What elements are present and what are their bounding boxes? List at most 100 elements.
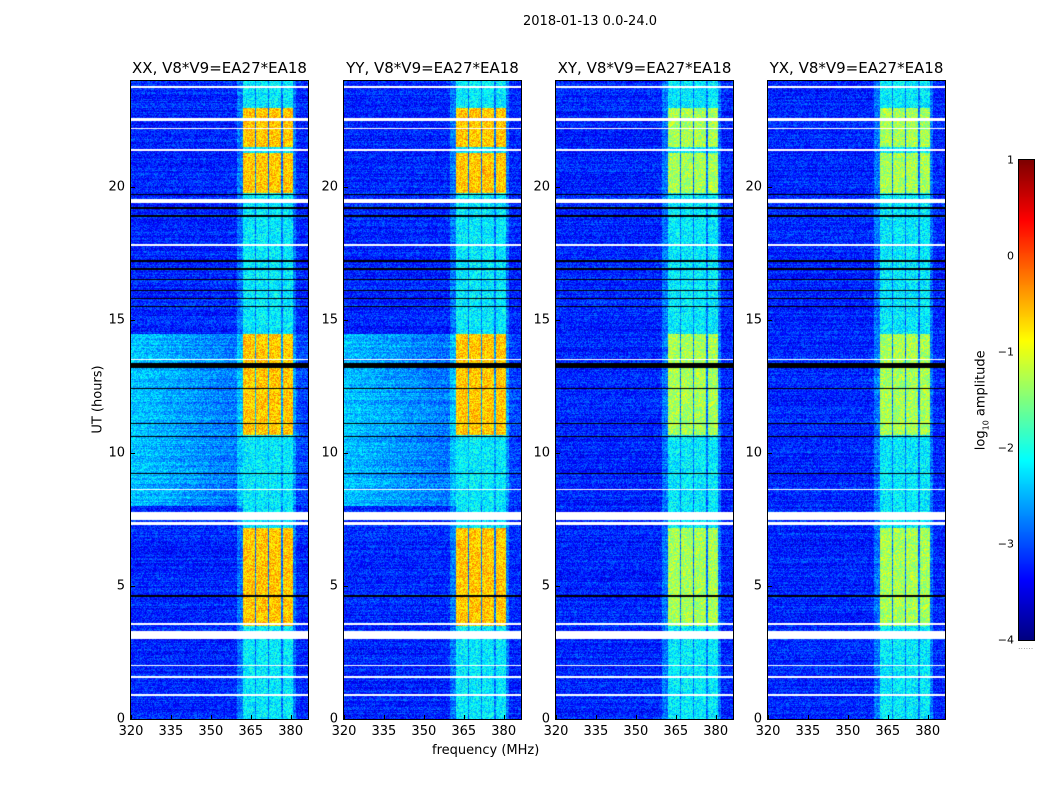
x-tick-label: 365 <box>451 724 477 739</box>
x-tick-label: 320 <box>118 724 144 739</box>
colorbar <box>1018 159 1035 641</box>
y-tick-mark <box>556 453 560 455</box>
y-tick-label: 10 <box>745 445 762 461</box>
spectrogram-panel-yx <box>767 80 946 720</box>
colorbar-tick-label: −3 <box>997 537 1014 551</box>
colorbar-label: log10 amplitude <box>973 350 991 451</box>
y-tick-mark <box>768 719 772 720</box>
y-tick-mark <box>344 187 348 189</box>
y-tick-label: 15 <box>108 312 125 328</box>
y-tick-label: 20 <box>108 179 125 195</box>
x-tick-label: 350 <box>198 724 224 739</box>
x-tick-label: 320 <box>543 724 569 739</box>
y-tick-mark <box>768 586 772 588</box>
y-tick-label: 0 <box>116 711 125 727</box>
y-tick-label: 20 <box>533 179 550 195</box>
x-tick-label: 350 <box>623 724 649 739</box>
x-tick-label: 335 <box>371 724 397 739</box>
x-tick-label: 380 <box>491 724 517 739</box>
y-axis-label: UT (hours) <box>90 365 106 434</box>
colorbar-tick-label: −2 <box>997 441 1014 455</box>
colorbar-gradient <box>1019 160 1034 640</box>
x-tick-label: 365 <box>875 724 901 739</box>
spectrogram-panel-xx <box>130 80 309 720</box>
y-tick-label: 5 <box>116 578 125 594</box>
y-tick-label: 0 <box>541 711 550 727</box>
panel-title: XY, V8*V9=EA27*EA18 <box>557 59 732 77</box>
colorbar-tick-label: −4 <box>997 633 1014 647</box>
y-tick-mark <box>131 453 135 455</box>
x-tick-label: 350 <box>835 724 861 739</box>
x-tick-mark <box>595 715 597 719</box>
y-tick-mark <box>344 453 348 455</box>
y-tick-mark <box>556 719 560 720</box>
y-tick-mark <box>768 187 772 189</box>
y-tick-label: 20 <box>745 179 762 195</box>
x-tick-mark <box>887 715 889 719</box>
y-tick-mark <box>131 586 135 588</box>
y-tick-mark <box>344 320 348 322</box>
y-tick-label: 10 <box>108 445 125 461</box>
x-tick-mark <box>807 715 809 719</box>
y-tick-label: 20 <box>321 179 338 195</box>
y-tick-label: 0 <box>329 711 338 727</box>
x-tick-label: 335 <box>795 724 821 739</box>
y-tick-label: 15 <box>533 312 550 328</box>
x-tick-label: 380 <box>703 724 729 739</box>
y-tick-mark <box>556 586 560 588</box>
y-tick-label: 5 <box>753 578 762 594</box>
panel-title: YY, V8*V9=EA27*EA18 <box>346 59 519 77</box>
y-tick-mark <box>556 320 560 322</box>
colorbar-dots: ...... <box>1018 642 1034 651</box>
x-tick-label: 350 <box>411 724 437 739</box>
spectrogram-panel-yy <box>343 80 522 720</box>
y-tick-label: 5 <box>541 578 550 594</box>
x-tick-mark <box>250 715 252 719</box>
y-tick-mark <box>131 719 135 720</box>
y-tick-mark <box>344 586 348 588</box>
x-tick-mark <box>556 715 557 719</box>
x-tick-mark <box>927 715 929 719</box>
panel-title: XX, V8*V9=EA27*EA18 <box>132 59 307 77</box>
x-tick-mark <box>383 715 385 719</box>
x-tick-mark <box>768 715 769 719</box>
y-tick-label: 5 <box>329 578 338 594</box>
colorbar-tick-label: −1 <box>997 345 1014 359</box>
x-tick-mark <box>503 715 505 719</box>
x-tick-label: 365 <box>663 724 689 739</box>
x-tick-mark <box>847 715 849 719</box>
x-tick-mark <box>210 715 212 719</box>
colorbar-tick-label: 1 <box>1007 153 1014 167</box>
x-tick-label: 365 <box>238 724 264 739</box>
heatmap-yy <box>344 81 521 719</box>
y-tick-mark <box>768 453 772 455</box>
y-tick-mark <box>768 320 772 322</box>
heatmap-xx <box>131 81 308 719</box>
x-tick-mark <box>170 715 172 719</box>
x-axis-label: frequency (MHz) <box>432 743 540 758</box>
y-tick-label: 0 <box>753 711 762 727</box>
x-tick-label: 380 <box>915 724 941 739</box>
x-tick-mark <box>131 715 132 719</box>
y-tick-mark <box>131 320 135 322</box>
x-tick-mark <box>463 715 465 719</box>
spectrogram-panel-xy <box>555 80 734 720</box>
x-tick-mark <box>715 715 717 719</box>
y-tick-mark <box>344 719 348 720</box>
x-tick-label: 320 <box>755 724 781 739</box>
colorbar-tick-label: 0 <box>1007 249 1014 263</box>
heatmap-xy <box>556 81 733 719</box>
y-tick-mark <box>131 187 135 189</box>
x-tick-label: 335 <box>158 724 184 739</box>
x-tick-mark <box>675 715 677 719</box>
y-tick-label: 15 <box>745 312 762 328</box>
y-tick-label: 15 <box>321 312 338 328</box>
x-tick-label: 380 <box>278 724 304 739</box>
x-tick-mark <box>423 715 425 719</box>
heatmap-yx <box>768 81 945 719</box>
y-tick-mark <box>556 187 560 189</box>
y-tick-label: 10 <box>533 445 550 461</box>
x-tick-mark <box>344 715 345 719</box>
figure-title: 2018-01-13 0.0-24.0 <box>523 14 657 29</box>
panel-title: YX, V8*V9=EA27*EA18 <box>769 59 944 77</box>
